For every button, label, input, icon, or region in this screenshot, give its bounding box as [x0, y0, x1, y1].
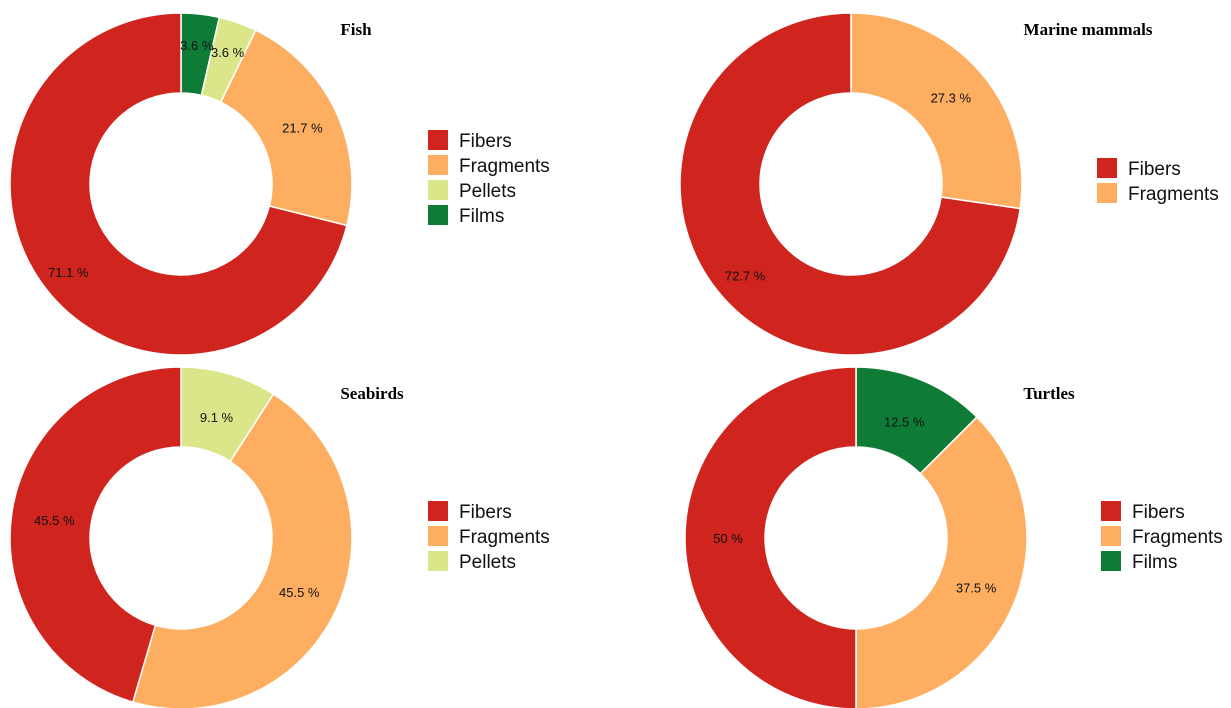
slice-fibers	[9, 12, 348, 356]
slice-fragments	[850, 12, 1023, 210]
chart-title: Marine mammals	[1024, 20, 1153, 39]
legend-label-fragments: Fragments	[459, 156, 550, 177]
chart-title: Turtles	[1023, 384, 1075, 403]
chart-title: Fish	[340, 20, 372, 39]
legend-label-films: Films	[459, 206, 504, 227]
slice-label-fragments: 21.7 %	[282, 120, 323, 135]
legend-label-fibers: Fibers	[459, 131, 512, 152]
legend-swatch-pellets	[428, 180, 448, 200]
slice-label-films: 12.5 %	[884, 415, 925, 430]
legend-swatch-films	[428, 205, 448, 225]
slice-fibers	[684, 366, 857, 708]
legend-label-fragments: Fragments	[459, 527, 550, 548]
legend-swatch-fragments	[1097, 183, 1117, 203]
slice-fragments	[219, 29, 353, 227]
legend: Fibers Fragments Films	[1101, 501, 1223, 573]
legend-label-fibers: Fibers	[459, 502, 512, 523]
slice-fibers	[679, 12, 1022, 356]
legend-label-fibers: Fibers	[1132, 502, 1185, 523]
legend-label-pellets: Pellets	[459, 552, 516, 573]
chart-title: Seabirds	[340, 384, 404, 403]
legend-swatch-fragments	[428, 155, 448, 175]
legend-label-fragments: Fragments	[1128, 184, 1219, 205]
slice-label-pellets: 3.6 %	[211, 45, 245, 60]
slice-label-fibers: 71.1 %	[48, 265, 89, 280]
slice-label-fragments: 45.5 %	[279, 585, 320, 600]
slice-fragments	[131, 393, 353, 708]
legend-swatch-fragments	[1101, 526, 1121, 546]
legend-label-films: Films	[1132, 552, 1177, 573]
legend: Fibers Fragments Pellets Films	[428, 130, 550, 227]
slice-label-films: 3.6 %	[180, 38, 214, 53]
slice-fibers	[9, 366, 182, 704]
slice-label-pellets: 9.1 %	[200, 410, 234, 425]
legend-swatch-pellets	[428, 551, 448, 571]
legend-label-pellets: Pellets	[459, 181, 516, 202]
slice-fragments	[855, 416, 1028, 708]
slice-label-fibers: 72.7 %	[725, 269, 766, 284]
slice-label-fibers: 45.5 %	[34, 513, 75, 528]
donut-chart-seabirds: 9.1 % 45.5 % 45.5 % Seabirds Fibers Fragments…	[9, 366, 550, 708]
legend-swatch-fibers	[1097, 158, 1117, 178]
slice-label-fragments: 37.5 %	[956, 581, 997, 596]
donut-chart-turtles: 12.5 %37.5 %50 %TurtlesFibersFragmentsFi…	[684, 366, 1223, 708]
legend: Fibers Fragments Pellets	[428, 501, 550, 573]
donut-chart-fish: 3.6 %3.6 % 21.7 % 71.1 % Fish Fibers Fragment…	[9, 12, 550, 356]
slice-label-fragments: 27.3 %	[931, 91, 972, 106]
legend-swatch-fragments	[428, 526, 448, 546]
legend: Fibers Fragments	[1097, 158, 1219, 205]
donut-chart-marine-mammals: 27.3 % 72.7 % Marine mammals Fibers Fragment…	[679, 12, 1219, 356]
legend-swatch-films	[1101, 551, 1121, 571]
legend-swatch-fibers	[1101, 501, 1121, 521]
slice-label-fibers: 50 %	[713, 531, 743, 546]
legend-swatch-fibers	[428, 130, 448, 150]
legend-label-fragments: Fragments	[1132, 527, 1223, 548]
legend-swatch-fibers	[428, 501, 448, 521]
legend-label-fibers: Fibers	[1128, 159, 1181, 180]
